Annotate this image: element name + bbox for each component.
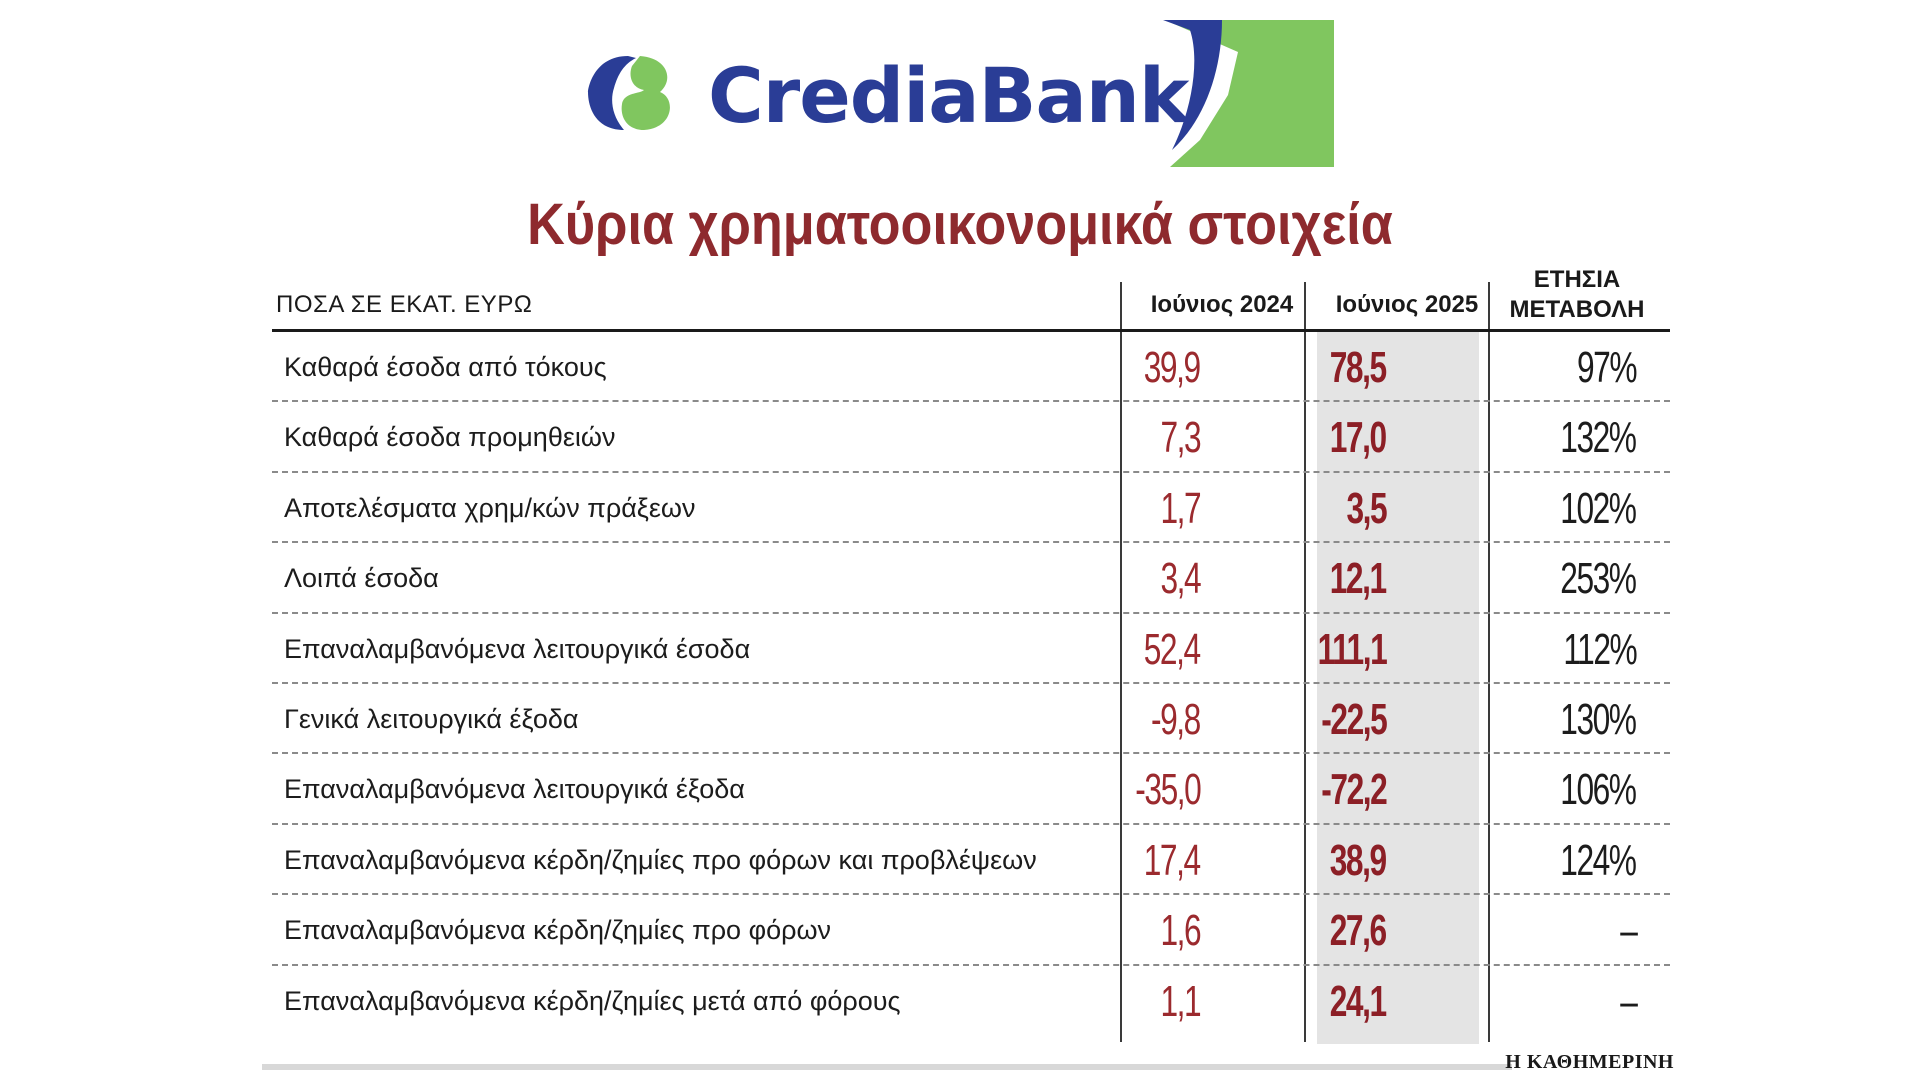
table-row: Επαναλαμβανόμενα κέρδη/ζημίες προ φόρων … [272,895,1670,966]
header-annual-change-line1: ΕΤΗΣΙΑ [1533,266,1621,293]
value-june-2025: -22,5 [1320,694,1387,744]
table-row: Λοιπά έσοδα 3,4 12,1 253% [272,543,1670,614]
row-label: Γενικά λειτουργικά έξοδα [284,703,579,734]
source-credit: Η ΚΑΘΗΜΕΡΙΝΗ [1505,1051,1674,1073]
row-label: Επαναλαμβανόμενα κέρδη/ζημίες προ φόρων [284,915,832,946]
row-label: Λοιπά έσοδα [284,563,439,594]
value-june-2025: 111,1 [1317,624,1387,674]
header-june-2025: Ιούνιος 2025 [1335,291,1479,318]
value-june-2024: 39,9 [1144,343,1201,392]
value-june-2025: 3,5 [1346,483,1387,533]
value-june-2025: 78,5 [1330,343,1387,392]
value-june-2024: 7,3 [1160,413,1201,463]
value-june-2025: -72,2 [1320,765,1387,815]
logo-blue-swoosh [1163,20,1222,150]
value-annual-change: 97% [1576,343,1638,392]
table-row: Καθαρά έσοδα προμηθειών 7,3 17,0 132% [272,402,1670,473]
value-june-2024: -9,8 [1151,694,1201,744]
value-june-2024: 1,1 [1160,976,1201,1026]
crediabank-logo: CrediaBank [0,0,1920,180]
row-label: Καθαρά έσοδα προμηθειών [284,422,616,453]
logo-green-block [1165,20,1334,167]
value-june-2024: -35,0 [1134,765,1201,815]
table-header: ΠΟΣΑ ΣΕ ΕΚΑΤ. ΕΥΡΩ Ιούνιος 2024 Ιούνιος … [272,265,1670,332]
value-annual-change: 102% [1560,483,1638,533]
value-annual-change: 112% [1563,624,1637,674]
value-annual-change: 253% [1560,554,1638,604]
value-june-2025: 12,1 [1330,554,1387,604]
header-annual-change-line2: ΜΕΤΑΒΟΛΗ [1509,296,1645,323]
value-annual-change: 106% [1560,765,1638,815]
value-june-2024: 1,6 [1160,906,1201,956]
page-title: Κύρια χρηματοοικονομικά στοιχεία [527,192,1393,257]
value-june-2025: 24,1 [1330,976,1387,1026]
table-row: Επαναλαμβανόμενα λειτουργικά έσοδα 52,4 … [272,614,1670,684]
column-divider [1488,282,1490,1042]
footer-rule [262,1064,1512,1070]
row-label: Επαναλαμβανόμενα λειτουργικά έξοδα [284,774,745,805]
value-june-2025: 38,9 [1330,835,1387,885]
value-annual-change: 132% [1560,413,1638,463]
table-row: Γενικά λειτουργικά έξοδα -9,8 -22,5 130% [272,684,1670,755]
value-june-2025: 27,6 [1330,906,1387,956]
row-label: Επαναλαμβανόμενα κέρδη/ζημίες μετά από φ… [284,985,901,1016]
financial-table: ΠΟΣΑ ΣΕ ΕΚΑΤ. ΕΥΡΩ Ιούνιος 2024 Ιούνιος … [272,265,1670,1044]
logo-symbol-blue [588,56,636,130]
row-label: Αποτελέσματα χρημ/κών πράξεων [284,492,696,523]
table-row: Αποτελέσματα χρημ/κών πράξεων 1,7 3,5 10… [272,473,1670,544]
highlight-column-2025 [1317,332,1479,1044]
header-annual-change: ΕΤΗΣΙΑ ΜΕΤΑΒΟΛΗ [1487,265,1667,325]
table-row: Επαναλαμβανόμενα κέρδη/ζημίες μετά από φ… [272,966,1670,1036]
value-annual-change: – [1619,906,1638,956]
logo-symbol-green [621,56,670,130]
row-label: Καθαρά έσοδα από τόκους [284,352,607,382]
row-label: Επαναλαμβανόμενα λειτουργικά έσοδα [284,633,751,664]
value-june-2025: 17,0 [1330,413,1387,463]
value-annual-change: 130% [1560,694,1638,744]
column-divider [1120,282,1122,1042]
units-label: ΠΟΣΑ ΣΕ ΕΚΑΤ. ΕΥΡΩ [276,291,533,318]
table-row: Επαναλαμβανόμενα κέρδη/ζημίες προ φόρων … [272,825,1670,896]
value-annual-change: 124% [1560,835,1638,885]
brand-name: CrediaBank [708,51,1189,140]
table-row: Επαναλαμβανόμενα λειτουργικά έξοδα -35,0… [272,754,1670,825]
value-june-2024: 52,4 [1144,624,1201,674]
table-row: Καθαρά έσοδα από τόκους 39,9 78,5 97% [272,332,1670,403]
value-june-2024: 1,7 [1160,483,1201,533]
row-label: Επαναλαμβανόμενα κέρδη/ζημίες προ φόρων … [284,844,1037,875]
value-june-2024: 17,4 [1144,835,1201,885]
value-annual-change: – [1619,976,1638,1026]
value-june-2024: 3,4 [1160,554,1201,604]
crediabank-logo-mark [588,20,1334,167]
column-divider [1304,282,1306,1042]
header-june-2024: Ιούνιος 2024 [1150,291,1294,318]
